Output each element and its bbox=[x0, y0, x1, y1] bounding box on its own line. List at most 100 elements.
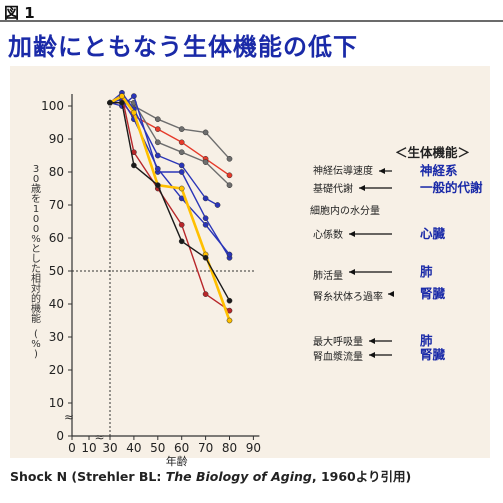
page-title: 加齢にともなう生体機能の低下 bbox=[8, 33, 358, 61]
x-tick-label: 70 bbox=[198, 441, 213, 455]
data-point bbox=[154, 165, 161, 172]
x-axis-break: ≈ bbox=[94, 430, 104, 444]
data-point bbox=[226, 297, 233, 304]
y-tick-label: 90 bbox=[49, 132, 64, 146]
citation: Shock N (Strehler BL: The Biology of Agi… bbox=[10, 466, 411, 485]
data-point bbox=[226, 182, 233, 189]
x-tick-label: 30 bbox=[102, 441, 117, 455]
chart-panel bbox=[10, 66, 490, 458]
y-tick-label: 100 bbox=[41, 99, 64, 113]
data-point bbox=[214, 202, 221, 208]
y-axis-break: ≈ bbox=[64, 410, 74, 424]
series-label: 心係数 bbox=[313, 228, 343, 241]
y-axis-title-char: し bbox=[31, 253, 41, 265]
y-axis-title-char: ( bbox=[34, 329, 38, 340]
y-axis-title-char: 的 bbox=[31, 292, 41, 305]
annotation-arrowhead bbox=[388, 291, 394, 297]
data-point bbox=[226, 155, 233, 162]
y-axis-title-char: % bbox=[31, 339, 41, 350]
data-point bbox=[202, 159, 209, 165]
series-label: 腎糸状体ろ過率 bbox=[313, 290, 383, 303]
data-point bbox=[131, 109, 137, 116]
figure-label: 図 1 bbox=[4, 4, 35, 22]
data-point bbox=[178, 169, 185, 175]
y-tick-label: 20 bbox=[49, 363, 64, 377]
data-point bbox=[226, 317, 233, 324]
y-axis-title-char: 機 bbox=[31, 302, 41, 315]
y-tick-label: 50 bbox=[49, 264, 64, 278]
annotation-label: 腎臓 bbox=[420, 347, 446, 362]
x-tick-label: 10 bbox=[81, 441, 96, 455]
data-point bbox=[202, 195, 209, 202]
y-tick-label: 40 bbox=[49, 297, 64, 311]
data-point bbox=[131, 93, 137, 99]
data-point bbox=[178, 238, 185, 245]
y-axis-title-char: 対 bbox=[31, 282, 41, 295]
y-axis-title-char: 0 bbox=[33, 174, 39, 185]
y-tick-label: 0 bbox=[56, 429, 64, 443]
data-point bbox=[178, 221, 185, 228]
data-point bbox=[178, 162, 185, 169]
annotation-label: 神経系 bbox=[420, 163, 458, 178]
y-axis-title-char: 1 bbox=[33, 204, 39, 215]
annotation-arrowhead bbox=[359, 185, 365, 191]
annotation-arrowhead bbox=[379, 168, 385, 174]
x-tick-label: 0 bbox=[68, 441, 76, 455]
y-tick-label: 70 bbox=[49, 198, 64, 212]
y-axis-title-char: 能 bbox=[31, 312, 41, 325]
data-point bbox=[178, 139, 185, 146]
x-tick-label: 80 bbox=[222, 441, 237, 455]
y-axis-title-char: 0 bbox=[33, 214, 39, 225]
y-axis-title-char: % bbox=[31, 234, 41, 245]
series-label: 腎血漿流量 bbox=[313, 350, 363, 363]
citation-suffix: , 1960より引用) bbox=[311, 469, 412, 484]
data-point bbox=[226, 251, 233, 258]
series-line bbox=[109, 95, 230, 312]
data-point bbox=[202, 215, 209, 222]
data-point bbox=[202, 291, 209, 297]
y-axis-title-char: と bbox=[31, 243, 41, 255]
y-axis-title-char: た bbox=[31, 263, 41, 275]
y-axis-title-char: 0 bbox=[33, 224, 39, 235]
legend-header: ＜生体機能＞ bbox=[395, 145, 470, 160]
data-point bbox=[202, 254, 209, 261]
y-tick-label: 80 bbox=[49, 165, 64, 179]
y-axis-title-char: 相 bbox=[31, 272, 41, 285]
citation-prefix: Shock N (Strehler BL: bbox=[10, 469, 166, 484]
series-line bbox=[109, 92, 218, 206]
series-label: 細胞内の水分量 bbox=[310, 204, 380, 217]
annotation-arrowhead bbox=[349, 231, 355, 237]
data-point bbox=[202, 129, 209, 136]
data-point bbox=[119, 93, 125, 99]
series-line bbox=[109, 94, 231, 321]
x-tick-label: 60 bbox=[174, 441, 189, 455]
series-label: 最大呼吸量 bbox=[313, 335, 363, 348]
y-axis-title-char: ) bbox=[34, 349, 38, 360]
x-tick-label: 90 bbox=[246, 441, 261, 455]
y-axis-title-char: 歳 bbox=[31, 183, 41, 195]
y-tick-label: 10 bbox=[49, 396, 64, 410]
data-point bbox=[119, 99, 125, 106]
data-point bbox=[154, 152, 161, 159]
x-tick-label: 50 bbox=[150, 441, 165, 455]
series-lines bbox=[107, 89, 233, 324]
y-axis-title-char: 3 bbox=[33, 164, 39, 175]
data-point bbox=[107, 99, 113, 106]
x-axis-title: 年齢 bbox=[166, 454, 188, 468]
data-point bbox=[178, 126, 185, 132]
data-point bbox=[226, 172, 233, 179]
annotation-label: 心臓 bbox=[420, 226, 446, 241]
data-point bbox=[178, 185, 185, 192]
data-point bbox=[154, 139, 161, 146]
citation-book: The Biology of Aging bbox=[165, 469, 312, 484]
series-label: 神経伝導速度 bbox=[313, 164, 373, 177]
data-point bbox=[154, 182, 161, 189]
y-tick-label: 30 bbox=[49, 330, 64, 344]
annotation-label: 肺 bbox=[420, 333, 433, 348]
annotation-arrowhead bbox=[349, 269, 355, 275]
annotation-label: 肺 bbox=[420, 264, 433, 279]
data-point bbox=[131, 162, 137, 169]
annotation-arrowhead bbox=[369, 352, 375, 358]
